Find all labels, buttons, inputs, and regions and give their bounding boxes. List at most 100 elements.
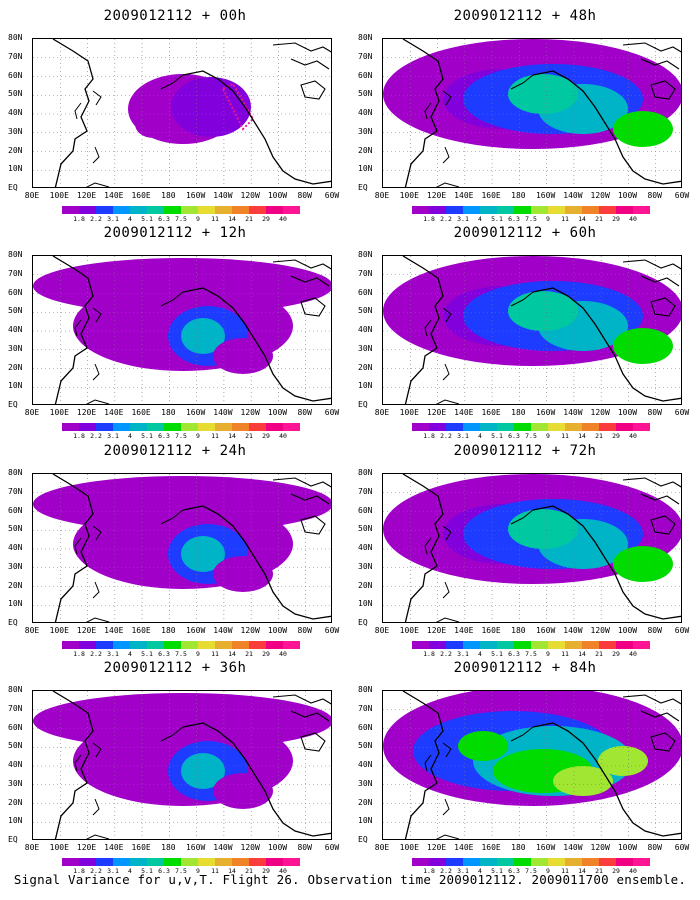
lon-label: 160E <box>131 843 151 852</box>
map-panel: 2009012112 + 36h 80N 70N 60N 50N 40N 30N 20N 10N… <box>8 660 340 875</box>
colorbar-label: 21 <box>245 215 253 223</box>
lon-label: 100E <box>49 408 69 417</box>
lat-label: EQ <box>358 835 368 844</box>
colorbar-swatch <box>96 206 113 214</box>
colorbar-swatch <box>582 641 599 649</box>
colorbar-swatch <box>616 641 633 649</box>
map-area <box>382 473 682 623</box>
lat-label: 30N <box>358 778 373 788</box>
colorbar-label: 1.8 <box>423 867 435 875</box>
colorbar-swatch <box>181 858 198 866</box>
colorbar-swatch <box>266 206 283 214</box>
colorbar-label: 9 <box>546 650 550 658</box>
panel-title: 2009012112 + 24h <box>103 443 247 459</box>
lon-label: 140E <box>104 843 124 852</box>
colorbar-swatch <box>232 206 249 214</box>
lat-label: 80N <box>8 468 23 477</box>
colorbar-swatch <box>548 641 565 649</box>
map-area <box>382 255 682 405</box>
colorbar-label: 5.1 <box>491 867 503 875</box>
colorbar-swatch <box>531 206 548 214</box>
colorbar-swatch <box>266 858 283 866</box>
lon-label: 120E <box>426 191 447 200</box>
colorbar-swatch <box>480 641 497 649</box>
colorbar-swatch <box>514 858 531 866</box>
colorbar-swatch <box>198 423 215 431</box>
lon-label: 160W <box>185 408 206 417</box>
colorbar-swatch <box>96 641 113 649</box>
colorbar <box>412 206 650 214</box>
lon-label: 100E <box>399 408 419 417</box>
colorbar-label: 29 <box>612 650 620 658</box>
colorbar-swatch <box>633 858 650 866</box>
colorbar-label: 40 <box>279 432 287 440</box>
lon-label: 120E <box>76 191 97 200</box>
lat-label: 70N <box>358 51 373 61</box>
colorbar <box>62 641 300 649</box>
lon-label: 100W <box>617 191 638 200</box>
lon-label: 160E <box>131 191 151 200</box>
lat-label: 70N <box>358 268 373 278</box>
lon-label: 100E <box>49 191 69 200</box>
colorbar-label: 29 <box>612 215 620 223</box>
colorbar-label: 9 <box>196 432 200 440</box>
colorbar-label: 29 <box>262 432 270 440</box>
colorbar-swatch <box>633 641 650 649</box>
lon-label: 100W <box>267 626 288 635</box>
lon-label: 180 <box>511 626 526 635</box>
colorbar-swatch <box>79 858 96 866</box>
colorbar-label: 11 <box>211 432 219 440</box>
map-area <box>32 255 332 405</box>
lat-label: 20N <box>8 797 23 807</box>
colorbar-label: 4 <box>128 650 132 658</box>
map-panel: 2009012112 + 24h 80N 70N 60N 50N 40N 30N 20N 10N… <box>8 443 340 658</box>
colorbar-label: 4 <box>478 867 482 875</box>
lat-label: 60N <box>358 287 373 297</box>
lat-label: 30N <box>8 561 23 571</box>
lon-label: 140W <box>213 843 233 852</box>
colorbar-label: 21 <box>595 650 603 658</box>
lat-label: 30N <box>8 778 23 788</box>
lon-label: 100W <box>617 626 638 635</box>
lon-label: 120W <box>590 843 610 852</box>
colorbar-label: 3.1 <box>107 432 119 440</box>
lat-label: EQ <box>8 400 18 409</box>
colorbar-label: 40 <box>279 215 287 223</box>
colorbar-label: 29 <box>262 215 270 223</box>
colorbar-label: 2.2 <box>440 867 452 875</box>
colorbar-label: 2.2 <box>90 650 102 658</box>
colorbar-swatch <box>599 423 616 431</box>
lon-label: 80E <box>24 191 40 200</box>
colorbar-swatch <box>147 858 164 866</box>
lon-label: 100W <box>267 191 288 200</box>
colorbar-swatch <box>215 423 232 431</box>
colorbar-label: 21 <box>595 867 603 875</box>
lat-label: 30N <box>8 343 23 353</box>
colorbar-swatch <box>130 858 147 866</box>
lat-label: 70N <box>8 703 23 713</box>
lat-label: 30N <box>358 561 373 571</box>
lat-label: 50N <box>358 89 373 99</box>
colorbar-label: 5.1 <box>491 650 503 658</box>
colorbar-swatch <box>113 206 130 214</box>
colorbar-swatch <box>215 206 232 214</box>
lon-label: 120W <box>590 408 610 417</box>
lon-label: 180 <box>161 191 176 200</box>
colorbar-swatch <box>616 423 633 431</box>
colorbar-swatch <box>412 641 429 649</box>
lon-label: 180 <box>511 191 526 200</box>
colorbar-swatch <box>497 423 514 431</box>
lat-label: EQ <box>358 400 368 409</box>
colorbar-swatch <box>531 641 548 649</box>
map-area <box>32 690 332 840</box>
colorbar <box>62 858 300 866</box>
colorbar-label: 14 <box>578 215 586 223</box>
lon-label: 80W <box>297 408 312 417</box>
lon-label: 160E <box>481 626 501 635</box>
panel-title: 2009012112 + 36h <box>103 660 247 676</box>
colorbar-swatch <box>582 858 599 866</box>
lon-label: 140E <box>104 408 124 417</box>
colorbar-label: 5.1 <box>491 432 503 440</box>
lon-label: 80E <box>374 843 390 852</box>
colorbar-label: 4 <box>128 215 132 223</box>
